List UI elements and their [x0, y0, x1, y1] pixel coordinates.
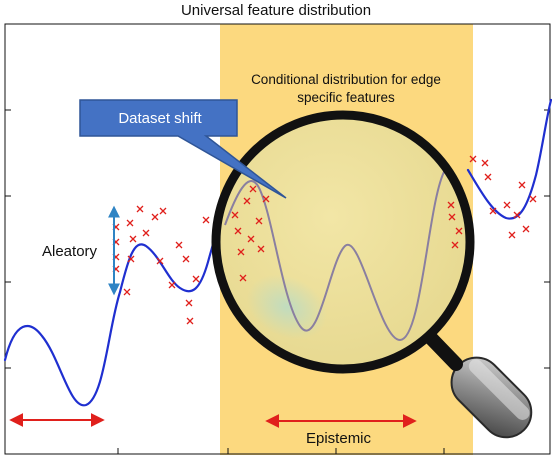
cross-marker-icon — [489, 207, 497, 215]
cross-marker-icon — [123, 288, 131, 296]
conditional-distribution-label: Conditional distribution for edge — [251, 72, 441, 87]
cross-marker-icon — [142, 229, 150, 237]
cross-marker-icon — [136, 205, 144, 213]
lens-glare — [246, 274, 328, 340]
cross-marker-icon — [508, 231, 516, 239]
cross-marker-icon — [151, 213, 159, 221]
lens-rim — [211, 110, 475, 374]
magnifying-glass-icon — [211, 110, 533, 439]
cross-marker-icon — [529, 195, 537, 203]
feature-distribution-curve — [3, 98, 552, 407]
plot-frame — [4, 23, 551, 455]
cross-marker-icon — [129, 235, 137, 243]
cross-marker-icon — [518, 181, 526, 189]
dataset-shift-label: Dataset shift — [118, 110, 202, 127]
cross-marker-icon — [503, 201, 511, 209]
conditional-distribution-curve — [224, 161, 466, 342]
cross-marker-icon — [159, 207, 167, 215]
cross-marker-icon — [522, 225, 530, 233]
cross-marker-icon — [127, 255, 135, 263]
epistemic-label: Epistemic — [306, 430, 372, 447]
cross-marker-icon — [175, 241, 183, 249]
cross-marker-icon — [126, 219, 134, 227]
cross-marker-icon — [484, 173, 492, 181]
figure-title: Universal feature distribution — [181, 2, 371, 19]
cross-marker-icon — [513, 211, 521, 219]
cross-marker-icon — [469, 155, 477, 163]
cross-marker-icon — [186, 317, 194, 325]
cross-marker-icon — [481, 159, 489, 167]
conditional-distribution-label-line2: specific features — [297, 90, 395, 105]
cross-marker-icon — [185, 299, 193, 307]
axis-ticks — [5, 109, 550, 454]
cross-marker-icon — [202, 216, 210, 224]
dataset-shift-callout: Dataset shift — [79, 99, 287, 199]
cross-marker-icon — [156, 257, 164, 265]
cross-marker-icon — [168, 281, 176, 289]
cross-marker-icon — [182, 255, 190, 263]
aleatory-label: Aleatory — [42, 243, 98, 260]
cross-marker-icon — [192, 275, 200, 283]
